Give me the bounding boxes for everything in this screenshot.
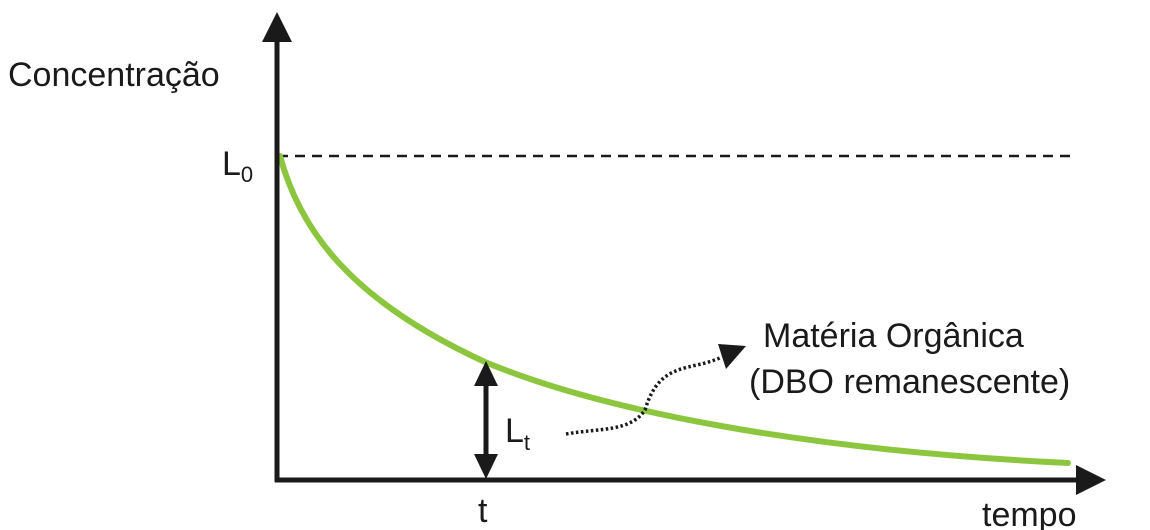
- annotation-title: Matéria Orgânica: [763, 317, 1024, 355]
- remaining-level-arrowhead-bottom: [474, 454, 498, 479]
- annotation-pointer-dotted-line: [565, 355, 723, 436]
- x-axis-arrowhead: [1076, 465, 1106, 495]
- remaining-level-subscript: t: [524, 430, 530, 455]
- remaining-level-symbol: L: [505, 412, 524, 450]
- annotation-pointer-arrowhead: [718, 344, 746, 369]
- y-axis-arrowhead: [262, 12, 292, 42]
- x-axis-label: tempo: [982, 496, 1077, 530]
- annotation-subtitle: (DBO remanescente): [749, 363, 1070, 401]
- remaining-level-label: Lt: [505, 412, 530, 455]
- initial-level-subscript: 0: [241, 162, 253, 187]
- remaining-level-arrowhead-top: [474, 361, 498, 386]
- bod-decay-curve: [277, 153, 1071, 466]
- initial-level-symbol: L: [222, 145, 241, 183]
- y-axis-label: Concentração: [8, 56, 220, 94]
- initial-level-label: L0: [222, 145, 253, 187]
- time-marker-label: t: [478, 492, 488, 530]
